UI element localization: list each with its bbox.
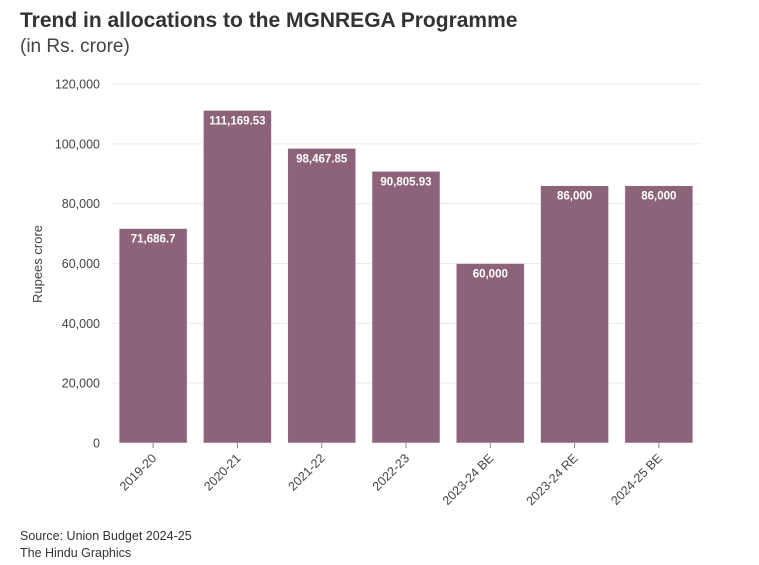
x-tick-label: 2024-25 BE bbox=[608, 451, 665, 508]
y-axis-ticks: 0 20,000 40,000 60,000 80,000 100,000 120,000 bbox=[55, 78, 100, 451]
bar-value-label: 86,000 bbox=[641, 191, 676, 203]
x-tick-label: 2023-24 BE bbox=[440, 451, 497, 508]
bar-2022-23 bbox=[371, 171, 441, 444]
chart-footer: Source: Union Budget 2024-25 The Hindu G… bbox=[20, 528, 192, 562]
y-tick-label: 40,000 bbox=[62, 317, 100, 331]
y-tick-label: 0 bbox=[93, 437, 100, 451]
y-tick-label: 80,000 bbox=[62, 197, 100, 211]
x-tick-label: 2022-23 bbox=[370, 451, 412, 493]
bar-2021-22 bbox=[287, 148, 357, 444]
bar-value-label: 86,000 bbox=[557, 191, 592, 203]
x-tick-label: 2023-24 RE bbox=[524, 451, 581, 508]
chart-subtitle: (in Rs. crore) bbox=[20, 36, 130, 57]
bar-value-label: 60,000 bbox=[473, 269, 508, 281]
bar-2023-24-be bbox=[455, 263, 525, 444]
x-axis-ticks: 2019-20 2020-21 2021-22 2022-23 2023-24 BE 20… bbox=[117, 443, 665, 508]
y-tick-label: 20,000 bbox=[62, 377, 100, 391]
bar-2019-20 bbox=[118, 228, 188, 444]
x-tick-label: 2020-21 bbox=[201, 451, 243, 493]
bar-value-label: 111,169.53 bbox=[209, 115, 265, 127]
x-tick-label: 2021-22 bbox=[285, 451, 327, 493]
bar-2023-24-re bbox=[540, 185, 609, 444]
bar-value-label: 90,805.93 bbox=[380, 176, 431, 188]
bars: 71,686.7 111,169.53 98,467.85 90,805.93 60,0… bbox=[118, 110, 694, 444]
bar-value-label: 98,467.85 bbox=[296, 153, 348, 165]
y-tick-label: 60,000 bbox=[62, 257, 100, 271]
bar-value-label: 71,686.7 bbox=[131, 234, 176, 246]
bar-2020-21 bbox=[203, 110, 272, 444]
y-axis-label: Rupees crore bbox=[30, 225, 45, 303]
credit-note: The Hindu Graphics bbox=[20, 546, 132, 560]
chart-title: Trend in allocations to the MGNREGA Prog… bbox=[20, 9, 518, 32]
y-tick-label: 120,000 bbox=[55, 78, 100, 92]
x-tick-label: 2019-20 bbox=[117, 451, 159, 493]
y-tick-label: 100,000 bbox=[55, 137, 100, 151]
bar-2024-25-be bbox=[624, 185, 694, 444]
source-note: Source: Union Budget 2024-25 bbox=[20, 529, 192, 543]
